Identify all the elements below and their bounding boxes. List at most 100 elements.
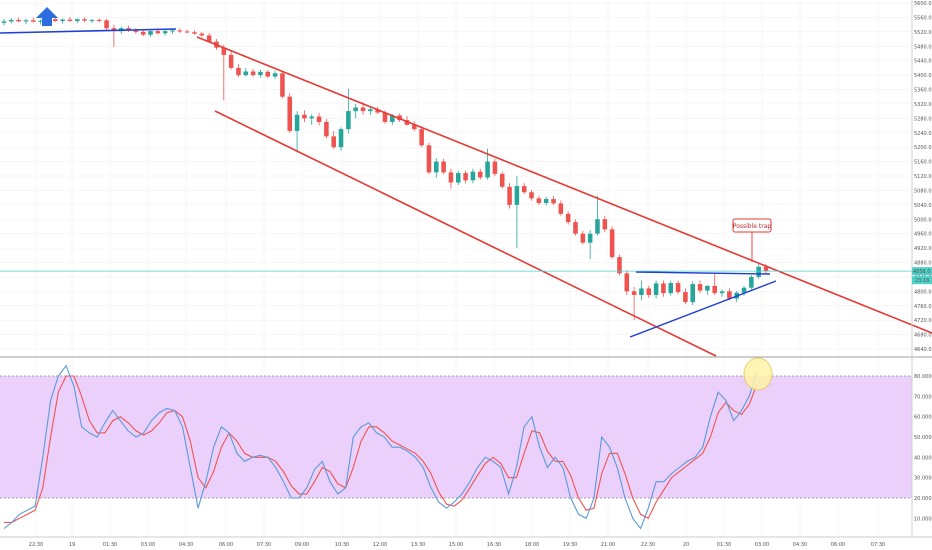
candlestick-series <box>1 15 769 321</box>
candle <box>470 168 476 184</box>
candle <box>741 285 747 296</box>
candle <box>331 130 336 149</box>
price-tick-label: 4800.0 <box>914 289 932 295</box>
time-tick-label: 06:00 <box>219 542 233 548</box>
price-tick-label: 5200.0 <box>914 145 932 151</box>
candle-body <box>96 19 102 21</box>
candle <box>675 280 681 295</box>
candle-body <box>382 112 388 122</box>
price-tick-label: 5440.0 <box>914 59 932 65</box>
candle <box>74 18 80 24</box>
candle <box>565 211 571 225</box>
candle <box>316 112 322 126</box>
candle-body <box>749 276 754 288</box>
price-tick-label: 5080.0 <box>914 188 932 194</box>
candle <box>521 183 527 195</box>
time-tick-label: 01:30 <box>717 542 731 548</box>
stochastic-tick-label: 40.0000 <box>914 455 932 461</box>
candle-body <box>558 203 564 214</box>
candle <box>617 254 622 276</box>
candle <box>668 280 674 296</box>
time-tick-label: 03:00 <box>141 542 155 548</box>
time-tick-label: 15:00 <box>449 542 463 548</box>
stochastic-tick-label: 20.0000 <box>914 496 932 502</box>
candle-body <box>463 173 468 181</box>
candle <box>280 70 285 99</box>
channel-upper-trendline[interactable] <box>196 36 932 334</box>
stochastic-tick-label: 80.0000 <box>914 374 932 380</box>
current-price-text: 4856.0 <box>913 269 931 275</box>
price-tick-label: 4640.0 <box>914 347 932 353</box>
time-tick-label: 07:30 <box>871 542 885 548</box>
candle-body <box>521 186 527 193</box>
candle-body <box>258 71 263 76</box>
time-tick-label: 07:30 <box>257 542 271 548</box>
candle <box>712 273 717 295</box>
time-tick-label: 19:30 <box>563 542 577 548</box>
price-axis[interactable]: 5600.0 5560.0 5520.0 5480.0 5440.0 5400.0 5360… <box>914 1 932 353</box>
channel-lower-trendline[interactable] <box>214 110 717 357</box>
time-tick-label: 10:30 <box>335 542 349 548</box>
candle-body <box>199 33 205 36</box>
candle-body <box>82 19 87 21</box>
candle-body <box>375 109 380 113</box>
candle-body <box>353 107 358 112</box>
candle-body <box>316 116 322 122</box>
stochastic-oscillator <box>3 364 758 530</box>
candle <box>463 170 468 184</box>
candle <box>250 68 256 77</box>
candle <box>111 24 117 47</box>
candle <box>60 18 65 24</box>
candle <box>412 121 417 131</box>
candle-body <box>140 31 146 35</box>
candle <box>661 280 666 297</box>
candle-body <box>243 71 249 76</box>
time-tick-label: 16:30 <box>487 542 501 548</box>
stochastic-axis[interactable]: 80.0000 70.0000 60.0000 50.0000 40.0000 30.00… <box>914 374 932 522</box>
candle-body <box>162 31 168 34</box>
candle <box>1 18 7 26</box>
price-tick-label: 5240.0 <box>914 131 932 137</box>
candle-body <box>155 31 161 34</box>
triangle-bottom-trendline[interactable] <box>629 280 777 338</box>
candle-body <box>617 257 622 274</box>
candle <box>309 114 315 125</box>
candle-body <box>631 291 637 295</box>
candle-body <box>690 284 696 303</box>
candle-body <box>104 20 109 29</box>
triangle-top-trendline[interactable] <box>635 271 771 275</box>
time-tick-label: 09:00 <box>295 542 309 548</box>
candle <box>434 157 439 178</box>
time-axis[interactable]: 22:30 19 01:30 03:00 04:30 06:00 07:30 09:00 10:… <box>0 536 932 548</box>
candle-body <box>74 19 80 22</box>
candle <box>148 29 153 37</box>
candle <box>499 171 505 189</box>
candle <box>346 88 351 134</box>
candle-body <box>338 129 344 148</box>
candle <box>514 176 520 249</box>
top-level-trendline[interactable] <box>0 28 177 34</box>
candle-body <box>53 19 58 22</box>
candle <box>243 67 249 77</box>
candle <box>294 111 300 153</box>
candle-body <box>412 124 417 130</box>
candle-body <box>390 115 395 122</box>
candle-body <box>477 171 483 178</box>
time-tick-label: 06:00 <box>831 542 845 548</box>
price-tick-label: 5280.0 <box>914 116 932 122</box>
candle-body <box>653 283 659 295</box>
candle-body <box>609 229 615 258</box>
overbought-highlight-circle <box>743 357 773 391</box>
candle <box>192 30 197 35</box>
candle-body <box>360 107 366 112</box>
price-tick-label: 4720.0 <box>914 318 932 324</box>
candle <box>9 18 14 24</box>
candle <box>477 168 483 180</box>
time-tick-label: 04:30 <box>179 542 193 548</box>
candle-body <box>133 30 139 32</box>
price-tick-label: 5320.0 <box>914 102 932 108</box>
candle <box>441 158 446 175</box>
candle <box>184 29 190 34</box>
candle-body <box>250 71 256 76</box>
